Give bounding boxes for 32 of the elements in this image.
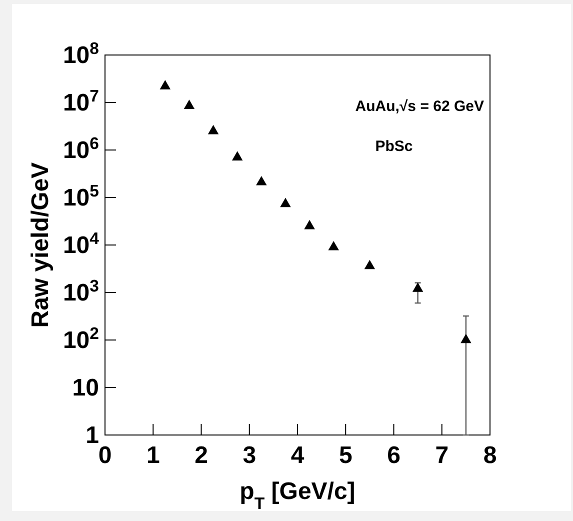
x-tick-label: 4 (290, 442, 305, 469)
y-tick-label: 10$^{8}$ (62, 38, 99, 69)
y-tick-label: 10$^{7}$ (62, 86, 99, 116)
annotation: AuAu,√s = 62 GeV (355, 98, 484, 115)
y-tick-label: 10$^{4}$ (62, 228, 100, 259)
point (460, 334, 472, 344)
y-tick-label: 10$^{5}$ (62, 181, 99, 212)
point (328, 240, 339, 250)
point (304, 220, 315, 230)
point (208, 124, 219, 134)
y-tick-label: 10 (72, 374, 99, 402)
x-tick-label: 2 (194, 442, 208, 469)
y-tick-label: 10$^{6}$ (62, 134, 99, 164)
y-tick-label: 10$^{3}$ (62, 276, 99, 306)
x-tick-label: 7 (435, 442, 449, 469)
point (160, 80, 171, 90)
x-tick-label: 1 (146, 442, 160, 469)
point (280, 198, 291, 208)
point (232, 151, 243, 160)
point (256, 176, 267, 186)
annotation: PbSc (375, 138, 413, 155)
x-tick-label: 6 (387, 442, 400, 469)
x-axis-title: p$_{T}$ [GeV/c] (240, 478, 356, 512)
x-tick-label: 8 (483, 442, 497, 469)
y-tick-label: 1 (86, 422, 99, 449)
y-tick-label: 10$^{2}$ (62, 324, 99, 354)
y-axis-title: Raw yield/GeV (27, 162, 54, 328)
point (184, 100, 195, 109)
x-tick-label: 0 (98, 442, 112, 469)
x-tick-label: 5 (338, 442, 352, 469)
x-tick-label: 3 (242, 442, 256, 469)
point (364, 260, 376, 270)
